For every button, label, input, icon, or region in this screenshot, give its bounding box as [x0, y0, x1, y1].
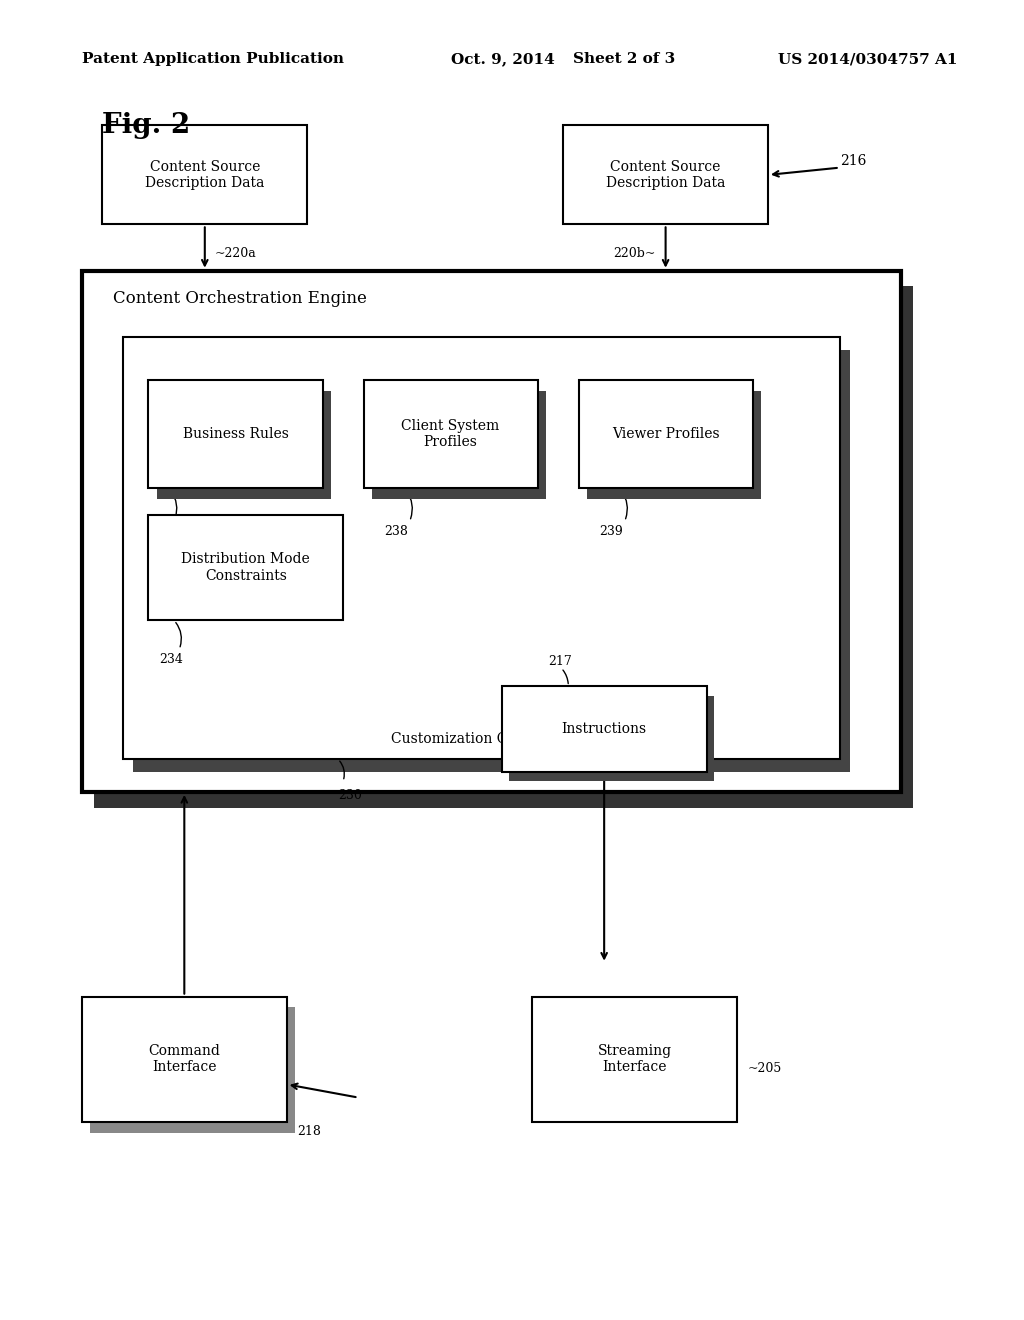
Text: 218: 218 — [297, 1125, 321, 1138]
FancyBboxPatch shape — [532, 997, 737, 1122]
FancyBboxPatch shape — [579, 380, 753, 488]
FancyBboxPatch shape — [148, 515, 343, 620]
Text: Content Source
Description Data: Content Source Description Data — [606, 160, 725, 190]
Text: 238: 238 — [384, 524, 408, 537]
Text: Content Source
Description Data: Content Source Description Data — [145, 160, 264, 190]
FancyBboxPatch shape — [563, 125, 768, 224]
Text: Command
Interface: Command Interface — [148, 1044, 220, 1074]
FancyBboxPatch shape — [148, 380, 323, 488]
Text: ~220a: ~220a — [215, 247, 257, 260]
Text: 230: 230 — [338, 788, 361, 801]
FancyBboxPatch shape — [90, 1007, 295, 1133]
Text: 234: 234 — [159, 652, 182, 665]
Text: Business Rules: Business Rules — [182, 428, 289, 441]
Text: Fig. 2: Fig. 2 — [102, 112, 190, 139]
FancyBboxPatch shape — [123, 337, 840, 759]
FancyBboxPatch shape — [372, 391, 546, 499]
FancyBboxPatch shape — [82, 271, 901, 792]
Text: Patent Application Publication: Patent Application Publication — [82, 53, 344, 66]
FancyBboxPatch shape — [82, 997, 287, 1122]
FancyBboxPatch shape — [157, 391, 331, 499]
Text: Customization Guidelines: Customization Guidelines — [391, 731, 571, 746]
Text: US 2014/0304757 A1: US 2014/0304757 A1 — [778, 53, 957, 66]
Text: Viewer Profiles: Viewer Profiles — [611, 428, 720, 441]
FancyBboxPatch shape — [587, 391, 761, 499]
Text: ~205: ~205 — [748, 1061, 781, 1074]
Text: Sheet 2 of 3: Sheet 2 of 3 — [573, 53, 676, 66]
Text: 232: 232 — [159, 524, 182, 537]
Text: Content Orchestration Engine: Content Orchestration Engine — [113, 290, 367, 308]
Text: Instructions: Instructions — [561, 722, 647, 737]
FancyBboxPatch shape — [102, 125, 307, 224]
FancyBboxPatch shape — [133, 350, 850, 772]
Text: 216: 216 — [840, 154, 866, 168]
FancyBboxPatch shape — [502, 686, 707, 772]
Text: 239: 239 — [599, 524, 623, 537]
Text: 220b~: 220b~ — [613, 247, 655, 260]
FancyBboxPatch shape — [364, 380, 538, 488]
Text: 217: 217 — [548, 655, 571, 668]
Text: Oct. 9, 2014: Oct. 9, 2014 — [451, 53, 554, 66]
Text: Client System
Profiles: Client System Profiles — [401, 420, 500, 449]
FancyBboxPatch shape — [94, 286, 913, 808]
Text: Streaming
Interface: Streaming Interface — [598, 1044, 672, 1074]
Text: Distribution Mode
Constraints: Distribution Mode Constraints — [181, 553, 310, 582]
FancyBboxPatch shape — [509, 696, 714, 781]
